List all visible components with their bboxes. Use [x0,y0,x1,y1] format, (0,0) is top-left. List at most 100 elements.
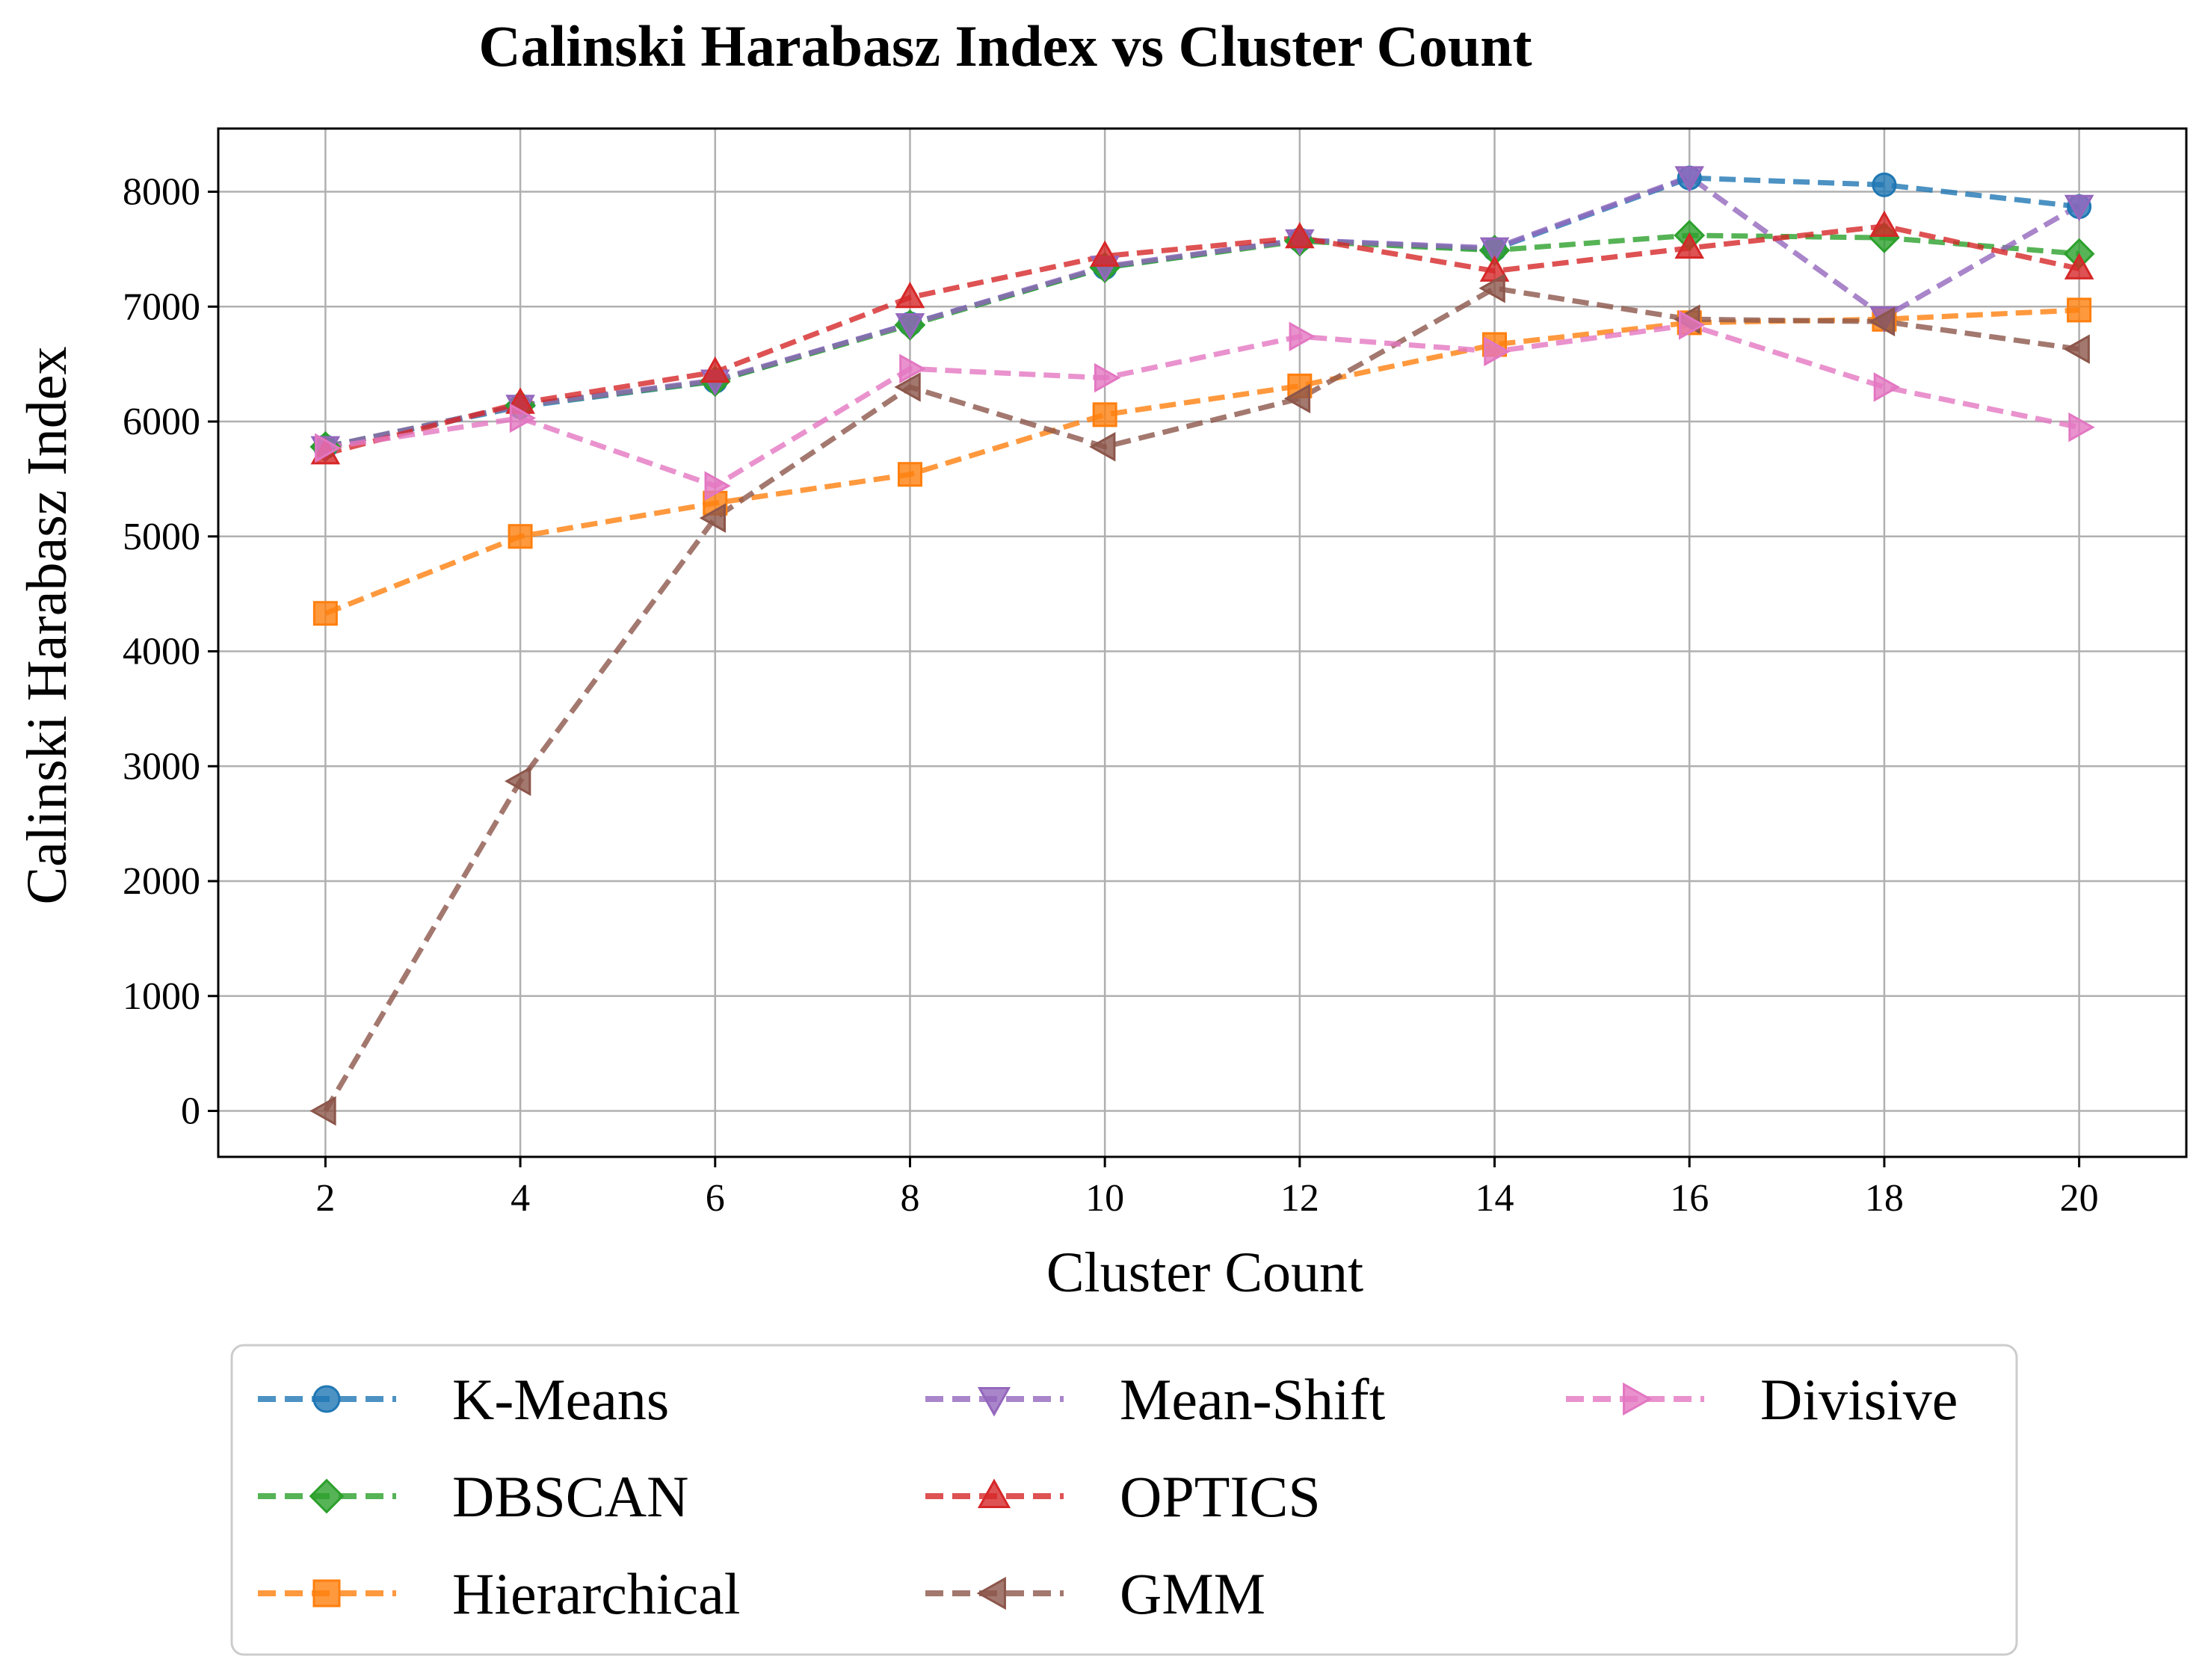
data-point-mean-shift [1674,166,1705,193]
data-point-hierarchical [312,601,338,626]
x-axis-label: Cluster Count [1046,1241,1363,1304]
data-point-optics [1869,210,1899,237]
legend-marker [309,1478,345,1514]
legend-marker [1623,1382,1653,1416]
data-point-hierarchical [897,462,922,487]
series-divisive [324,322,2080,489]
series-optics [324,223,2080,457]
x-tick-label: 6 [706,1177,725,1220]
legend-item-mean-shift: Mean-Shift [925,1367,1386,1432]
data-point-gmm [309,1096,336,1126]
legend-item-optics: OPTICS [925,1464,1321,1529]
y-tick-label: 1000 [123,975,200,1018]
data-point-divisive [2068,412,2095,442]
data-point-optics [2064,253,2094,280]
y-tick-label: 7000 [123,285,200,328]
data-point-divisive [509,403,537,433]
legend: K-Means DBSCAN Hierarchical Mean-Shift OPTIC… [230,1344,2018,1656]
data-point-gmm [1089,432,1116,462]
data-point-divisive [704,471,731,501]
legend-marker [976,1576,1006,1610]
x-tick-label: 8 [900,1177,919,1220]
legend-item-dbscan: DBSCAN [258,1464,688,1529]
chart-title: Calinski Harabasz Index vs Cluster Count [478,13,1532,78]
data-point-gmm [894,372,921,402]
legend-label: Mean-Shift [1120,1367,1386,1432]
legend-item-divisive: Divisive [1566,1367,1958,1432]
x-tick-label: 2 [315,1177,335,1220]
legend-marker [312,1385,341,1413]
x-tick-label: 18 [1865,1177,1904,1220]
series-line-mean-shift [324,173,2081,450]
data-point-optics [1285,221,1315,249]
x-tick-label: 14 [1475,1177,1514,1220]
series-line-hierarchical [324,307,2079,617]
data-point-mean-shift [1479,237,1510,264]
y-tick-label: 3000 [123,745,200,788]
series-line-k-means [324,175,2080,450]
y-tick-label: 4000 [123,631,200,673]
data-point-optics [1090,240,1120,267]
grid [218,129,2186,1157]
data-point-divisive [1678,310,1706,340]
y-tick-label: 5000 [123,516,200,558]
legend-label: K-Means [452,1367,669,1432]
legend-box [230,1344,2018,1656]
legend-marker [312,1579,341,1608]
data-point-gmm [505,766,531,797]
data-point-hierarchical [1092,402,1117,427]
legend-marker [977,1387,1011,1417]
y-axis-label: Calinski Harabasz Index [16,346,78,904]
markers-k-means [312,165,2092,460]
data-point-gmm [1478,273,1505,303]
series-hierarchical [324,307,2079,617]
legend-label: Divisive [1760,1367,1958,1432]
data-point-optics [700,356,730,383]
x-tick-label: 16 [1670,1177,1709,1220]
legend-item-k-means: K-Means [258,1367,669,1432]
legend-label: OPTICS [1120,1464,1321,1529]
series-lines [323,173,2081,1113]
x-tick-label: 4 [511,1177,530,1220]
data-point-optics [895,281,925,309]
data-point-k-means [1872,172,1897,197]
series-k-means [324,175,2080,450]
legend-label: GMM [1120,1561,1265,1626]
y-tick-label: 0 [181,1090,200,1133]
legend-label: Hierarchical [452,1561,740,1626]
data-point-mean-shift [895,313,925,340]
data-point-divisive [1873,372,1900,402]
y-tick-label: 2000 [123,860,200,903]
data-point-optics [1674,232,1705,259]
axis-ticks: 2 4 6 8 10 12 14 16 18 20 0 1000 2000 3000 4000 5000 600… [123,171,2099,1220]
markers-optics [310,210,2094,465]
series-gmm [323,285,2080,1113]
data-point-gmm [699,503,727,534]
legend-label: DBSCAN [452,1464,688,1529]
data-point-hierarchical [2067,297,2092,323]
markers-divisive [315,310,2095,501]
data-point-divisive [899,353,926,384]
series-line-divisive [324,322,2080,489]
data-point-divisive [1484,336,1511,367]
data-point-gmm [1868,306,1896,337]
data-point-divisive [315,433,342,463]
data-point-mean-shift [2064,194,2094,222]
series-line-optics [324,223,2080,457]
x-tick-label: 10 [1085,1177,1124,1220]
x-tick-label: 20 [2060,1177,2099,1220]
series-markers [309,165,2095,1126]
series-line-gmm [323,285,2080,1113]
y-tick-label: 6000 [123,401,200,443]
legend-item-gmm: GMM [925,1561,1265,1626]
series-mean-shift [324,173,2081,450]
legend-items: K-Means DBSCAN Hierarchical Mean-Shift OPTIC… [258,1367,1958,1626]
data-point-divisive [1094,362,1121,393]
legend-marker [977,1478,1011,1508]
legend-item-hierarchical: Hierarchical [258,1561,740,1626]
markers-hierarchical [312,297,2092,626]
x-tick-label: 12 [1280,1177,1319,1220]
markers-mean-shift [310,166,2094,463]
data-point-gmm [2063,334,2090,364]
